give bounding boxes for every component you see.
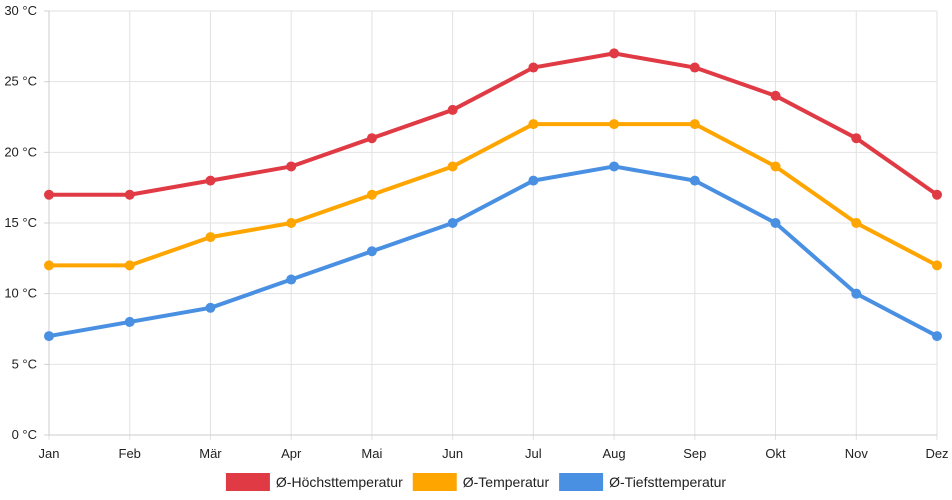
series-line <box>47 164 939 339</box>
legend-item[interactable]: Ø-Höchsttemperatur <box>225 473 403 491</box>
y-tick-label: 10 °C <box>4 286 37 301</box>
x-tick-label: Jan <box>39 446 60 461</box>
data-point[interactable] <box>528 62 539 73</box>
y-tick-label: 25 °C <box>4 74 37 89</box>
x-tick-label: Sep <box>683 446 706 461</box>
data-point[interactable] <box>770 90 781 101</box>
legend-swatch <box>412 473 457 491</box>
data-point[interactable] <box>286 218 297 228</box>
data-point[interactable] <box>528 175 539 186</box>
legend-label: Ø-Höchsttemperatur <box>276 474 403 490</box>
data-point[interactable] <box>124 189 135 200</box>
data-point[interactable] <box>447 104 458 115</box>
data-point[interactable] <box>689 62 700 73</box>
series-2 <box>44 161 942 342</box>
series-1 <box>44 119 942 271</box>
data-point[interactable] <box>932 331 942 342</box>
axes: 0 °C 5 °C 10 °C 15 °C 20 °C 25 °C 30 °C Jan Feb M… <box>4 3 948 461</box>
data-point[interactable] <box>447 161 458 172</box>
data-point[interactable] <box>286 274 297 285</box>
data-point[interactable] <box>366 189 377 200</box>
x-tick-label: Mär <box>199 446 222 461</box>
grid <box>48 10 938 440</box>
legend-item[interactable]: Ø-Tiefsttemperatur <box>559 473 726 491</box>
x-tick-label: Feb <box>119 446 141 461</box>
data-point[interactable] <box>44 189 54 200</box>
data-point[interactable] <box>44 260 54 271</box>
x-tick-label: Jul <box>525 446 542 461</box>
y-tick-label: 15 °C <box>4 215 37 230</box>
x-tick-label: Nov <box>845 446 869 461</box>
data-point[interactable] <box>366 246 377 257</box>
data-point[interactable] <box>44 331 54 342</box>
data-point[interactable] <box>932 189 942 200</box>
series-0 <box>44 48 942 200</box>
data-point[interactable] <box>286 161 297 172</box>
series-group <box>44 48 942 342</box>
legend-swatch <box>559 473 604 491</box>
data-point[interactable] <box>770 161 781 172</box>
x-tick-label: Okt <box>765 446 786 461</box>
x-tick-label: Apr <box>281 446 302 461</box>
y-tick-label: 20 °C <box>4 144 37 159</box>
data-point[interactable] <box>851 288 862 299</box>
data-point[interactable] <box>689 175 700 186</box>
data-point[interactable] <box>689 119 700 130</box>
data-point[interactable] <box>366 133 377 144</box>
x-tick-label: Dez <box>925 446 948 461</box>
data-point[interactable] <box>205 232 216 243</box>
data-point[interactable] <box>609 161 620 172</box>
legend-label: Ø-Tiefsttemperatur <box>609 474 726 490</box>
data-point[interactable] <box>447 218 458 228</box>
x-tick-label: Aug <box>603 446 626 461</box>
data-point[interactable] <box>124 260 135 271</box>
data-point[interactable] <box>124 316 135 327</box>
data-point[interactable] <box>851 133 862 144</box>
y-tick-label: 5 °C <box>12 356 37 371</box>
x-tick-label: Jun <box>442 446 463 461</box>
legend-label: Ø-Temperatur <box>463 474 550 490</box>
data-point[interactable] <box>609 48 620 59</box>
data-point[interactable] <box>205 175 216 186</box>
data-point[interactable] <box>609 119 620 130</box>
series-line <box>47 122 939 268</box>
data-point[interactable] <box>205 302 216 313</box>
y-tick-label: 30 °C <box>4 3 37 18</box>
legend-swatch <box>225 473 270 491</box>
legend[interactable]: Ø-Höchsttemperatur Ø-Temperatur Ø-Tiefstte… <box>225 473 726 491</box>
data-point[interactable] <box>770 218 781 228</box>
data-point[interactable] <box>851 218 862 228</box>
legend-item[interactable]: Ø-Temperatur <box>412 473 550 491</box>
y-tick-label: 0 °C <box>12 427 37 442</box>
data-point[interactable] <box>528 119 539 130</box>
x-tick-label: Mai <box>361 446 382 461</box>
series-line <box>47 51 939 197</box>
data-point[interactable] <box>932 260 942 271</box>
